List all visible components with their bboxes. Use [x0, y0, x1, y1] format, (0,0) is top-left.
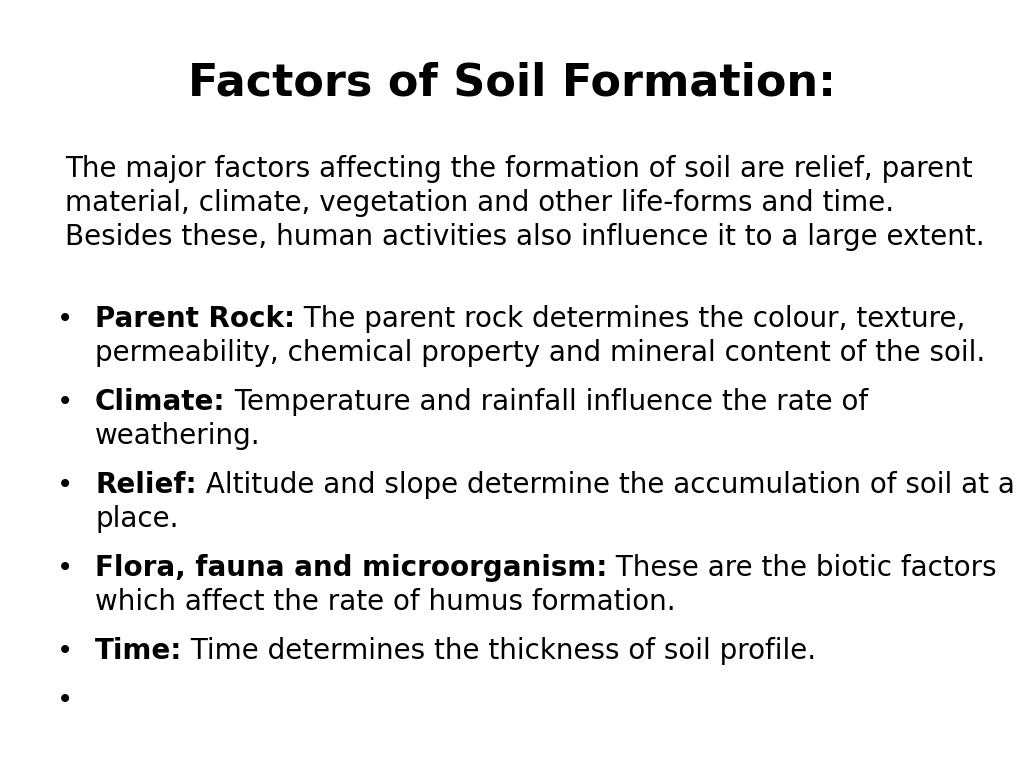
Text: •: •: [57, 388, 73, 416]
Text: •: •: [57, 686, 73, 714]
Text: •: •: [57, 637, 73, 665]
Text: •: •: [57, 554, 73, 582]
Text: Altitude and slope determine the accumulation of soil at a: Altitude and slope determine the accumul…: [197, 471, 1015, 499]
Text: permeability, chemical property and mineral content of the soil.: permeability, chemical property and mine…: [95, 339, 985, 367]
Text: These are the biotic factors: These are the biotic factors: [607, 554, 997, 582]
Text: Relief:: Relief:: [95, 471, 197, 499]
Text: place.: place.: [95, 505, 178, 533]
Text: Climate:: Climate:: [95, 388, 225, 416]
Text: material, climate, vegetation and other life-forms and time.: material, climate, vegetation and other …: [65, 189, 894, 217]
Text: •: •: [57, 305, 73, 333]
Text: Time determines the thickness of soil profile.: Time determines the thickness of soil pr…: [182, 637, 816, 665]
Text: •: •: [57, 471, 73, 499]
Text: Besides these, human activities also influence it to a large extent.: Besides these, human activities also inf…: [65, 223, 985, 251]
Text: which affect the rate of humus formation.: which affect the rate of humus formation…: [95, 588, 676, 616]
Text: Factors of Soil Formation:: Factors of Soil Formation:: [188, 62, 836, 105]
Text: weathering.: weathering.: [95, 422, 261, 450]
Text: Flora, fauna and microorganism:: Flora, fauna and microorganism:: [95, 554, 607, 582]
Text: Temperature and rainfall influence the rate of: Temperature and rainfall influence the r…: [225, 388, 867, 416]
Text: Time:: Time:: [95, 637, 182, 665]
Text: The major factors affecting the formation of soil are relief, parent: The major factors affecting the formatio…: [65, 155, 973, 183]
Text: The parent rock determines the colour, texture,: The parent rock determines the colour, t…: [295, 305, 966, 333]
Text: Parent Rock:: Parent Rock:: [95, 305, 295, 333]
